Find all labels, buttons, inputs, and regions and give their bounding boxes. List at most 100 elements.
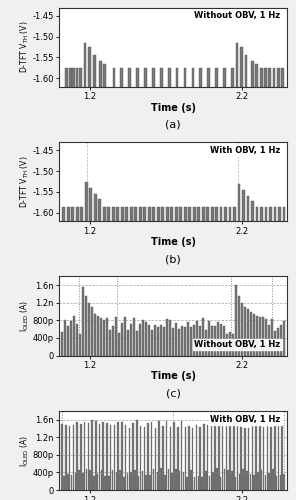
Bar [268, 68, 271, 86]
Bar [238, 296, 240, 356]
Bar [268, 474, 270, 490]
Bar [170, 426, 171, 490]
Bar [124, 317, 126, 356]
Bar [89, 188, 92, 221]
Bar [127, 330, 129, 355]
Y-axis label: I$_{\mathrm{OLED}}$ (A): I$_{\mathrm{OLED}}$ (A) [19, 300, 31, 332]
Bar [91, 307, 94, 356]
Bar [140, 426, 141, 490]
Bar [242, 190, 245, 221]
Bar [202, 207, 205, 221]
Bar [277, 328, 279, 355]
Bar [205, 470, 207, 490]
Bar [168, 469, 169, 490]
Bar [265, 475, 266, 490]
Bar [247, 196, 250, 221]
Bar [253, 475, 255, 490]
Bar [94, 314, 96, 356]
Bar [215, 68, 218, 86]
Bar [170, 207, 173, 221]
Text: Without OBV, 1 Hz: Without OBV, 1 Hz [194, 340, 280, 349]
Bar [278, 207, 281, 221]
Bar [202, 318, 204, 356]
Bar [112, 207, 115, 221]
Bar [263, 427, 264, 490]
Bar [106, 422, 108, 490]
Bar [153, 470, 154, 490]
Bar [67, 207, 70, 221]
Bar [238, 184, 240, 221]
Bar [207, 68, 210, 86]
Bar [152, 68, 155, 86]
Bar [93, 476, 95, 490]
Bar [178, 328, 180, 355]
Bar [280, 326, 282, 356]
Bar [127, 472, 128, 490]
Bar [147, 424, 149, 490]
Bar [188, 207, 191, 221]
Bar [233, 207, 236, 221]
Bar [229, 421, 231, 490]
Bar [172, 328, 174, 355]
Bar [75, 473, 76, 490]
Bar [130, 207, 133, 221]
Bar [112, 68, 115, 86]
Bar [265, 207, 268, 221]
Bar [179, 207, 182, 221]
Bar [118, 422, 119, 490]
Y-axis label: D-TFT V$_{\mathrm{TH}}$ (V): D-TFT V$_{\mathrm{TH}}$ (V) [18, 21, 31, 74]
Bar [193, 207, 196, 221]
Bar [214, 420, 216, 490]
Bar [177, 427, 178, 490]
Bar [272, 468, 274, 490]
Bar [220, 324, 222, 356]
Bar [216, 468, 218, 490]
Bar [148, 326, 150, 356]
Text: With OBV, 1 Hz: With OBV, 1 Hz [210, 415, 280, 424]
Bar [214, 326, 216, 356]
Bar [197, 476, 199, 490]
Bar [186, 476, 188, 490]
Bar [116, 207, 119, 221]
Bar [71, 207, 74, 221]
Bar [244, 428, 246, 490]
Bar [260, 68, 263, 86]
Bar [255, 64, 258, 86]
Bar [245, 56, 247, 86]
Bar [206, 207, 209, 221]
Bar [121, 323, 123, 356]
Bar [235, 476, 237, 490]
Bar [115, 472, 117, 490]
Bar [194, 476, 195, 490]
Bar [102, 422, 104, 490]
Bar [79, 68, 82, 86]
Bar [224, 468, 225, 490]
Bar [130, 324, 132, 356]
Bar [112, 326, 115, 356]
Bar [149, 476, 151, 490]
Bar [193, 326, 195, 356]
Bar [208, 320, 210, 356]
Bar [271, 319, 273, 356]
Bar [107, 207, 110, 221]
Bar [99, 424, 100, 490]
Bar [239, 474, 240, 490]
Bar [211, 326, 213, 356]
Bar [256, 316, 258, 356]
Bar [231, 68, 234, 86]
Bar [179, 471, 181, 490]
Bar [163, 327, 165, 356]
Bar [89, 470, 91, 490]
Bar [196, 426, 197, 490]
Bar [257, 472, 259, 490]
Bar [62, 207, 65, 221]
Bar [109, 330, 111, 355]
Bar [128, 68, 131, 86]
Bar [106, 318, 108, 356]
Bar [236, 43, 238, 86]
Bar [125, 207, 128, 221]
Bar [161, 207, 164, 221]
Bar [188, 426, 190, 490]
Bar [255, 424, 257, 490]
Bar [176, 68, 178, 86]
